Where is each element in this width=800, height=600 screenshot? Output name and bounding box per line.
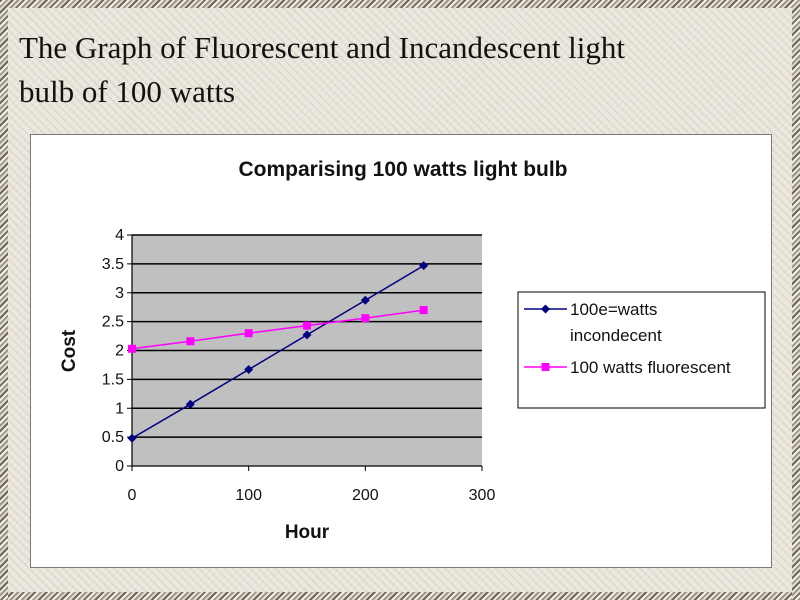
slide-title-line2: bulb of 100 watts xyxy=(19,74,236,109)
series-layer xyxy=(127,261,429,443)
data-point-fluorescent xyxy=(244,329,253,338)
legend: 100e=watts incondecent 100 watts fluores… xyxy=(517,291,766,409)
data-point-incandescent xyxy=(360,295,370,305)
legend-marker-incandescent xyxy=(541,304,550,314)
slide-title-line1: The Graph of Fluorescent and Incandescen… xyxy=(19,30,626,65)
y-tick-label: 2.5 xyxy=(102,314,124,331)
data-point-incandescent xyxy=(302,330,312,340)
legend-label-incandescent-line2: incondecent xyxy=(570,326,662,345)
legend-label-fluorescent: 100 watts fluorescent xyxy=(570,358,731,377)
series-line-fluorescent xyxy=(131,309,424,350)
y-tick-label: 1.5 xyxy=(102,371,124,388)
y-tick-label: 3 xyxy=(115,285,124,302)
slide-border-right xyxy=(792,0,800,600)
series-line-incandescent xyxy=(131,264,425,439)
x-tick-label: 300 xyxy=(469,487,496,504)
x-tick-label: 100 xyxy=(235,487,262,504)
legend-box xyxy=(517,291,766,409)
legend-marker-fluorescent xyxy=(541,363,550,371)
y-tick-label: 1 xyxy=(115,400,124,417)
slide-border-left xyxy=(0,0,8,600)
y-tick-label: 0.5 xyxy=(102,429,124,446)
x-tick-label: 0 xyxy=(128,487,137,504)
y-tick-label: 3.5 xyxy=(102,256,124,273)
data-point-fluorescent xyxy=(361,314,370,323)
slide-border-top xyxy=(0,0,800,8)
legend-label-incandescent-line1: 100e=watts xyxy=(570,300,657,319)
y-tick-label: 0 xyxy=(115,458,124,475)
line-chart: Comparising 100 watts light bulb 0 0.5 1 1.… xyxy=(59,158,766,543)
data-point-incandescent xyxy=(185,399,195,409)
data-point-fluorescent xyxy=(186,337,195,346)
y-tick-label: 2 xyxy=(115,343,124,360)
y-tick-label: 4 xyxy=(115,227,124,244)
data-point-fluorescent xyxy=(419,306,428,315)
data-point-incandescent xyxy=(419,261,429,271)
y-tick-labels: 0 0.5 1 1.5 2 2.5 3 3.5 4 xyxy=(102,227,124,475)
data-point-incandescent xyxy=(127,433,137,443)
data-point-fluorescent xyxy=(303,321,311,330)
slide-title: The Graph of Fluorescent and Incandescen… xyxy=(19,26,779,114)
x-tick-label: 200 xyxy=(352,487,379,504)
x-tick-labels: 0 100 200 300 xyxy=(128,487,496,504)
data-point-fluorescent xyxy=(128,344,136,353)
x-axis-label: Hour xyxy=(285,522,330,543)
slide-border-bottom xyxy=(0,592,800,600)
chart-panel: Comparising 100 watts light bulb 0 0.5 1 1.… xyxy=(30,134,772,568)
y-axis-label: Cost xyxy=(59,329,80,372)
data-point-incandescent xyxy=(244,365,254,375)
chart-title: Comparising 100 watts light bulb xyxy=(238,158,567,181)
